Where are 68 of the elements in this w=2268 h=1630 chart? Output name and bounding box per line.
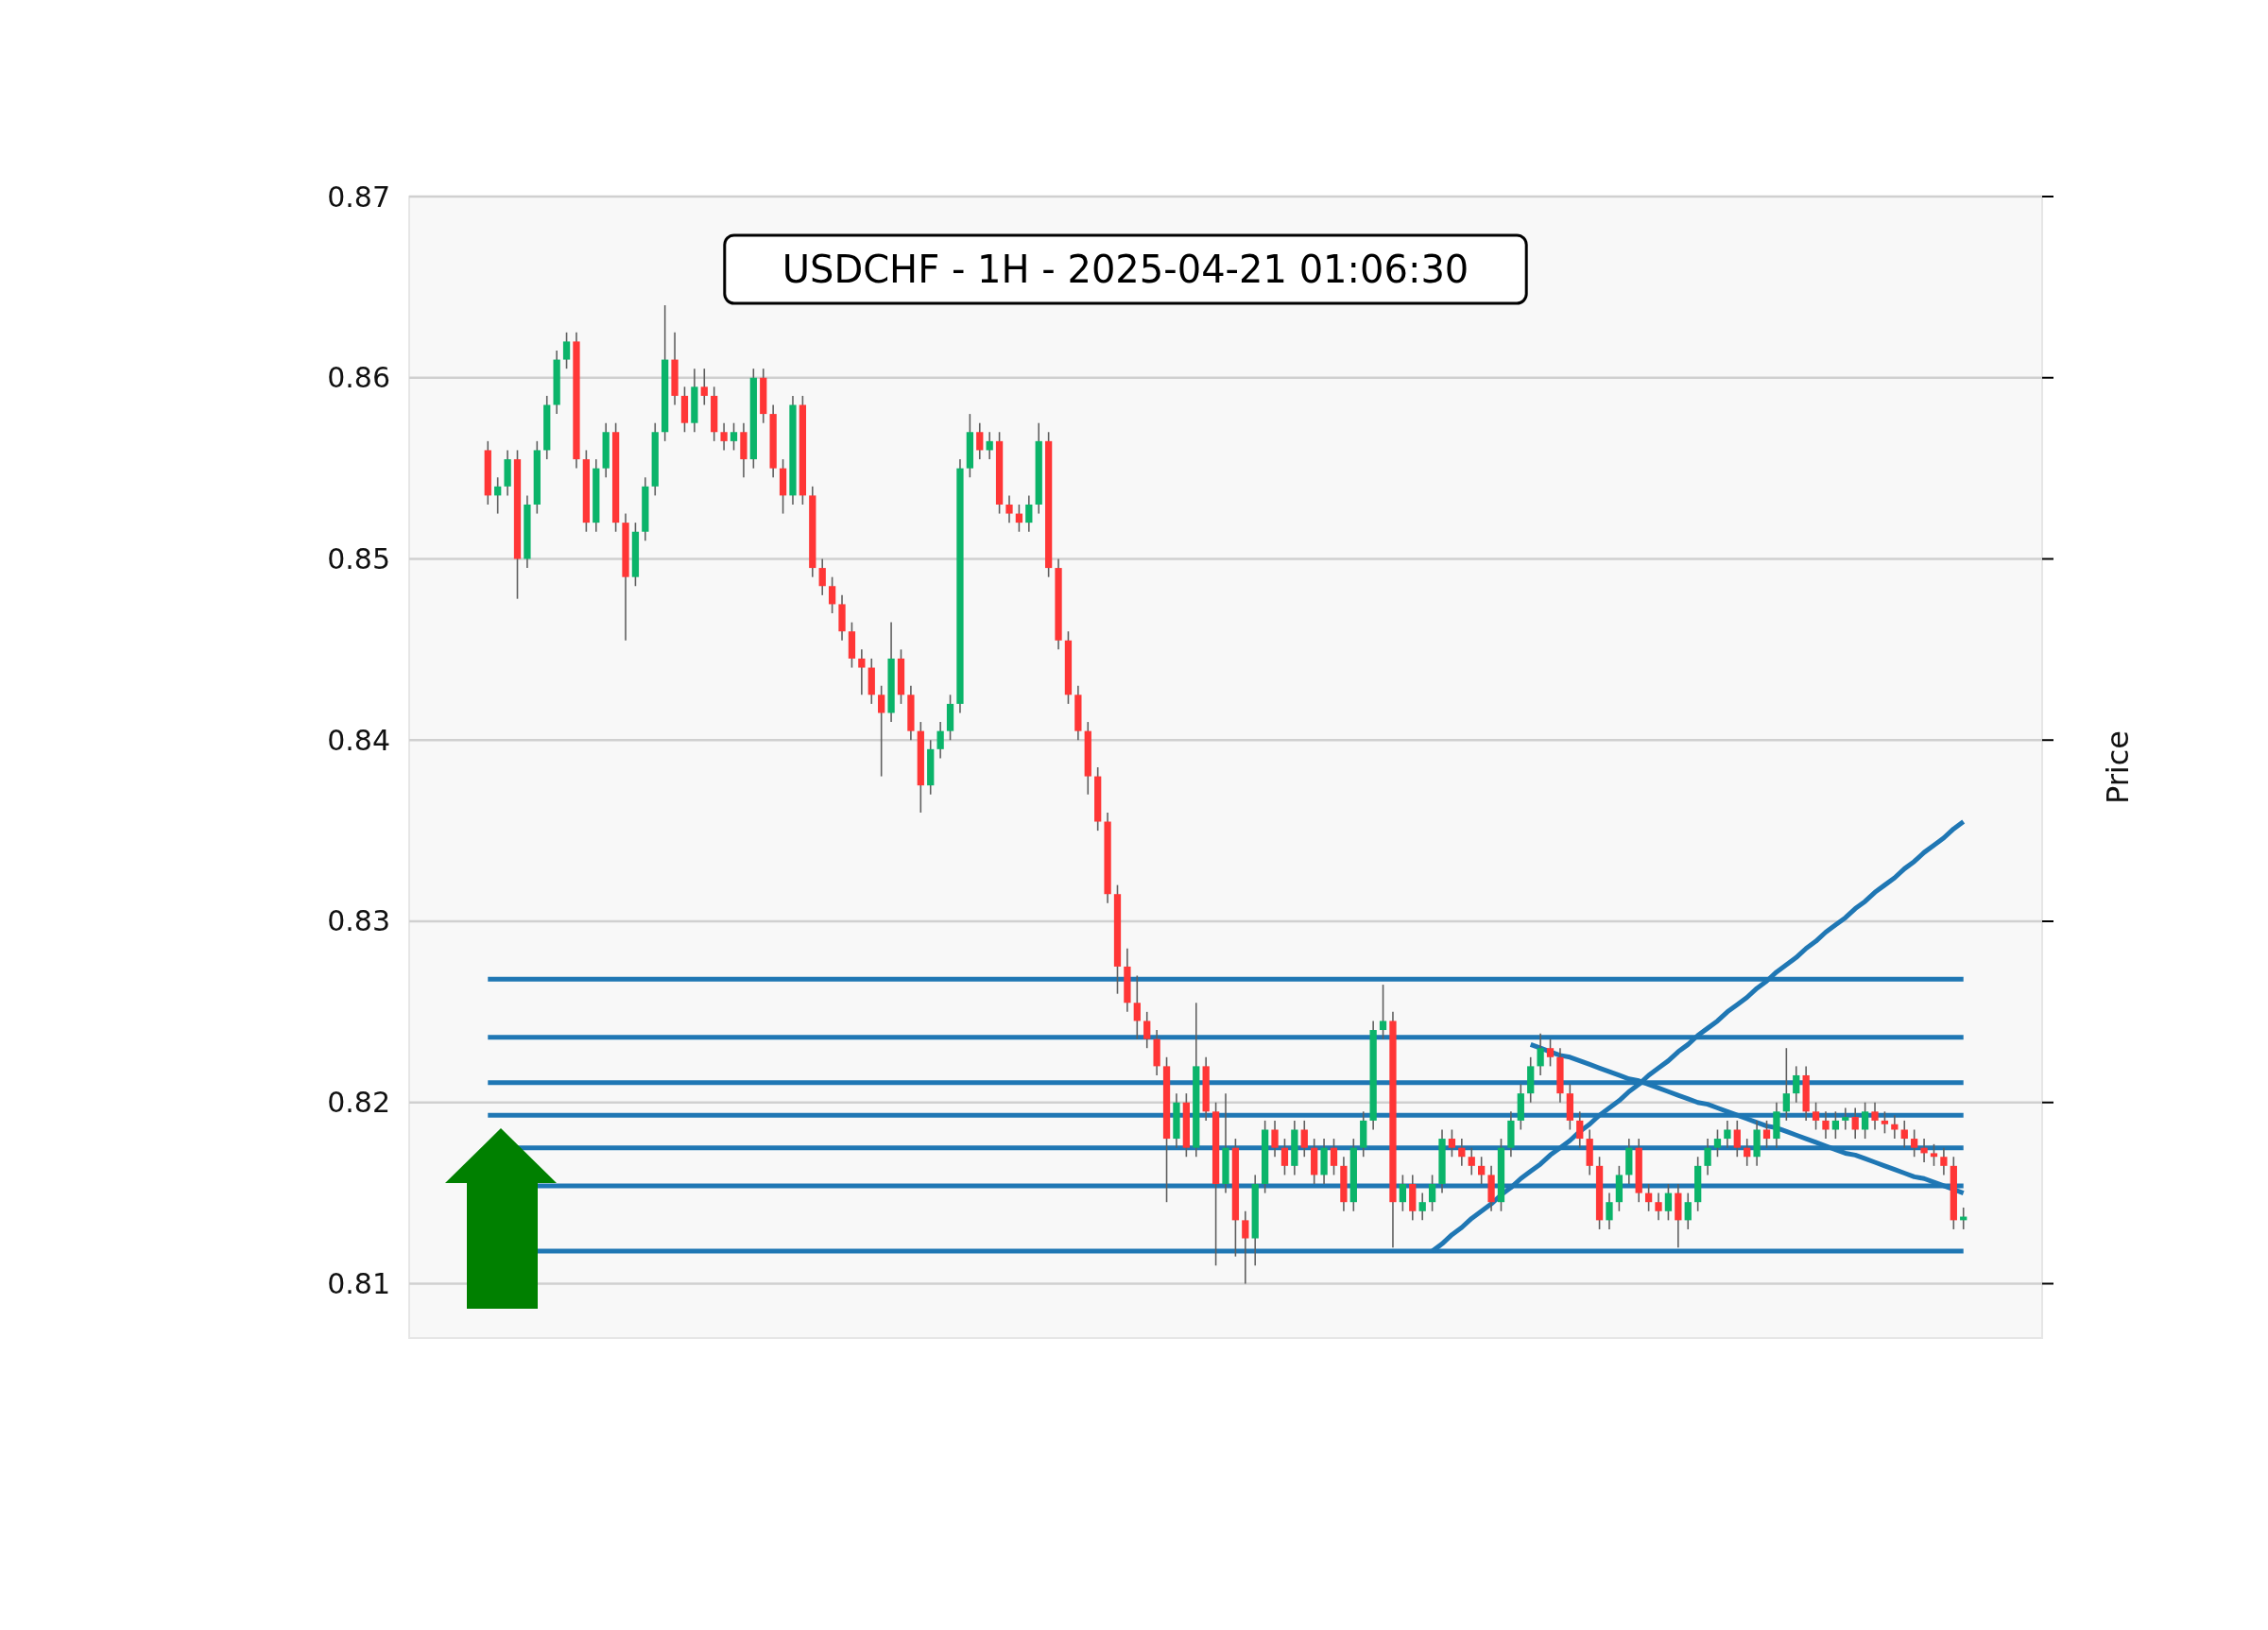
candlestick: [1900, 1120, 1908, 1149]
candlestick: [1537, 1033, 1544, 1076]
candlestick: [1704, 1138, 1711, 1176]
candlestick: [1576, 1110, 1584, 1149]
candlestick: [936, 721, 944, 760]
candlestick: [1664, 1183, 1673, 1222]
candlestick: [1812, 1101, 1820, 1131]
candlestick: [818, 558, 826, 596]
candlestick: [986, 431, 993, 460]
candlestick: [1930, 1143, 1938, 1167]
candlestick: [1733, 1120, 1741, 1158]
candlestick: [1644, 1183, 1653, 1212]
candlestick: [1143, 1011, 1151, 1050]
y-tick-label: 0.87: [327, 180, 390, 214]
candlestick: [858, 648, 866, 696]
candlestick: [1831, 1110, 1840, 1140]
candlestick: [1940, 1146, 1948, 1176]
candlestick: [562, 332, 571, 369]
candlestick: [1842, 1107, 1849, 1131]
candlestick: [1920, 1138, 1928, 1163]
candlestick: [1280, 1138, 1289, 1176]
candlestick: [1713, 1128, 1722, 1158]
y-tick-label: 0.82: [327, 1086, 390, 1120]
candlestick: [976, 421, 984, 460]
candlestick: [1300, 1120, 1308, 1158]
candlestick: [1399, 1174, 1407, 1212]
candlestick: [1005, 494, 1013, 523]
candlestick: [1822, 1110, 1830, 1140]
candlestick: [1655, 1192, 1662, 1222]
y-axis-title: Price: [2100, 729, 2136, 805]
candlestick: [1271, 1120, 1279, 1158]
candlestick: [720, 421, 728, 452]
candlestick: [1242, 1210, 1249, 1285]
candlestick: [1861, 1101, 1869, 1140]
y-tick-label: 0.86: [327, 361, 390, 395]
candlestick: [1468, 1146, 1475, 1176]
candlestick: [1458, 1138, 1466, 1167]
candlestick: [494, 476, 502, 515]
candlestick: [1881, 1110, 1889, 1135]
candlestick: [1762, 1120, 1771, 1149]
candlestick: [1911, 1128, 1918, 1158]
candlestick: [1606, 1192, 1613, 1230]
candlestick: [1448, 1128, 1456, 1158]
y-tick-label: 0.83: [327, 904, 390, 938]
candlestick: [1724, 1120, 1731, 1149]
y-tick-label: 0.81: [327, 1266, 390, 1300]
y-tick-label: 0.85: [327, 541, 390, 575]
candlestick: [828, 575, 836, 614]
candlestick: [1871, 1101, 1879, 1131]
candlestick: [878, 684, 885, 778]
candlestick: [700, 368, 708, 406]
candlestick: [1478, 1156, 1486, 1185]
candlestick: [730, 421, 738, 452]
candlestick: [1684, 1192, 1692, 1230]
y-tick-label: 0.84: [327, 723, 390, 757]
candlestick: [1015, 504, 1023, 533]
candlestick: [1793, 1065, 1800, 1104]
candlestick: [1133, 974, 1141, 1040]
candlestick: [1418, 1192, 1426, 1222]
candlestick: [1546, 1038, 1555, 1068]
candlestick: [1428, 1174, 1436, 1212]
text: USDCHF - 1H - 2025-04-21 01:06:30: [782, 248, 1469, 291]
candlestick: [1851, 1107, 1859, 1140]
candlestick: [1744, 1138, 1751, 1167]
candlestick: [1782, 1047, 1790, 1122]
candlestick: [1379, 984, 1387, 1040]
candlestick: [1025, 494, 1033, 533]
candlestick: [1330, 1138, 1338, 1176]
